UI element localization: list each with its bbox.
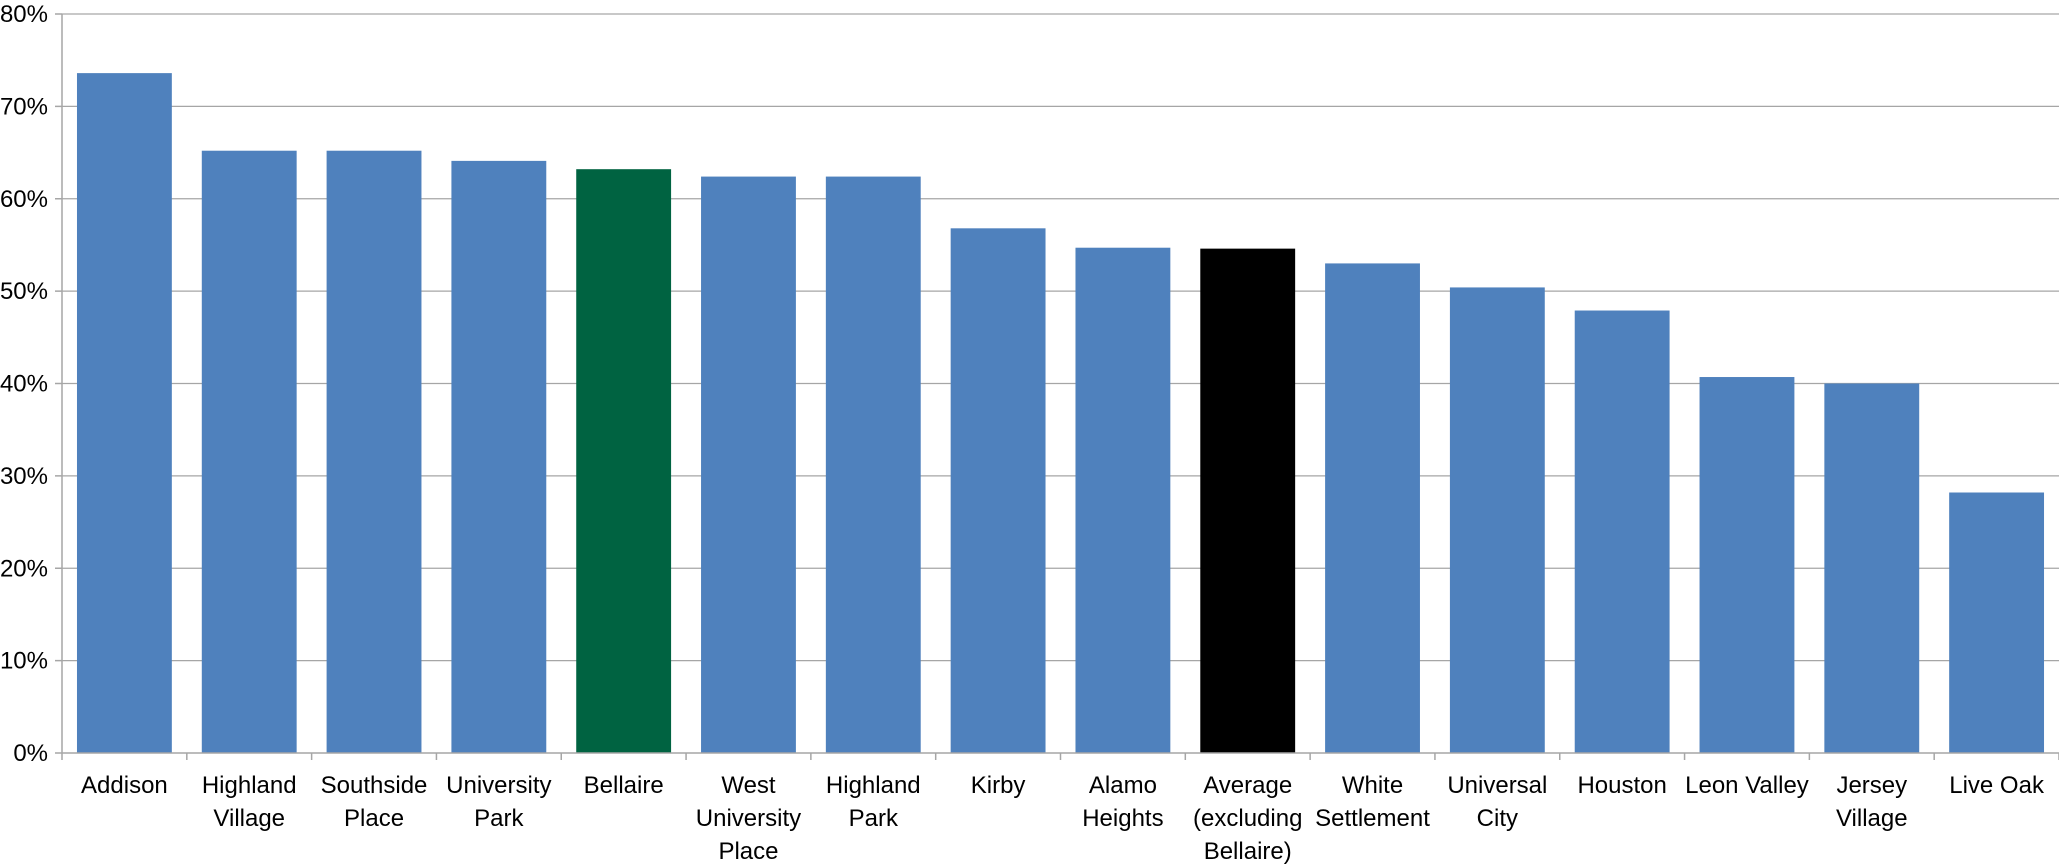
bar <box>1200 248 1296 753</box>
y-tick-label: 40% <box>0 371 48 398</box>
bar <box>1699 377 1795 753</box>
category-label: Bellaire <box>584 772 664 799</box>
category-label: West University Place <box>696 772 801 865</box>
category-labels: Addison Highland Village Southside Place Univ… <box>81 772 2045 865</box>
bar <box>451 160 547 754</box>
y-tick-label: 70% <box>0 93 48 120</box>
category-label: University Park <box>446 772 551 832</box>
bar <box>76 73 172 754</box>
category-label: Jersey Village <box>1836 772 1908 832</box>
category-label: Leon Valley <box>1685 772 1809 799</box>
bar <box>1449 287 1545 753</box>
bar <box>1824 383 1920 753</box>
bar <box>701 176 796 753</box>
bar <box>1949 492 2045 753</box>
category-label: Highland Village <box>202 772 297 832</box>
bar <box>326 150 422 754</box>
axes <box>55 13 2059 760</box>
bars <box>76 73 2045 754</box>
category-label: White Settlement <box>1315 772 1430 832</box>
category-label: Southside Place <box>321 772 428 832</box>
y-tick-label: 80% <box>0 1 48 28</box>
category-label: Houston <box>1577 772 1666 799</box>
y-tick-label: 50% <box>0 278 48 305</box>
bar <box>1325 263 1420 753</box>
category-label: Alamo Heights <box>1082 772 1163 832</box>
category-label: Live Oak <box>1949 772 2045 799</box>
category-label: Kirby <box>971 772 1026 799</box>
bar <box>576 169 672 753</box>
category-label: Highland Park <box>826 772 921 832</box>
bar <box>201 150 297 754</box>
y-tick-label: 30% <box>0 463 48 490</box>
category-label: Average (excluding Bellaire) <box>1193 772 1302 865</box>
bar <box>1574 310 1670 753</box>
y-tick-labels: 0% 10% 20% 30% 40% 50% 60% 70% 80% <box>0 1 48 767</box>
category-label: Universal City <box>1447 772 1547 832</box>
y-tick-label: 10% <box>0 648 48 675</box>
category-label: Addison <box>81 772 168 799</box>
y-tick-label: 0% <box>13 740 48 767</box>
bar <box>950 228 1046 753</box>
bar <box>1075 247 1171 754</box>
y-tick-label: 60% <box>0 186 48 213</box>
y-tick-label: 20% <box>0 555 48 582</box>
bar <box>825 176 921 753</box>
